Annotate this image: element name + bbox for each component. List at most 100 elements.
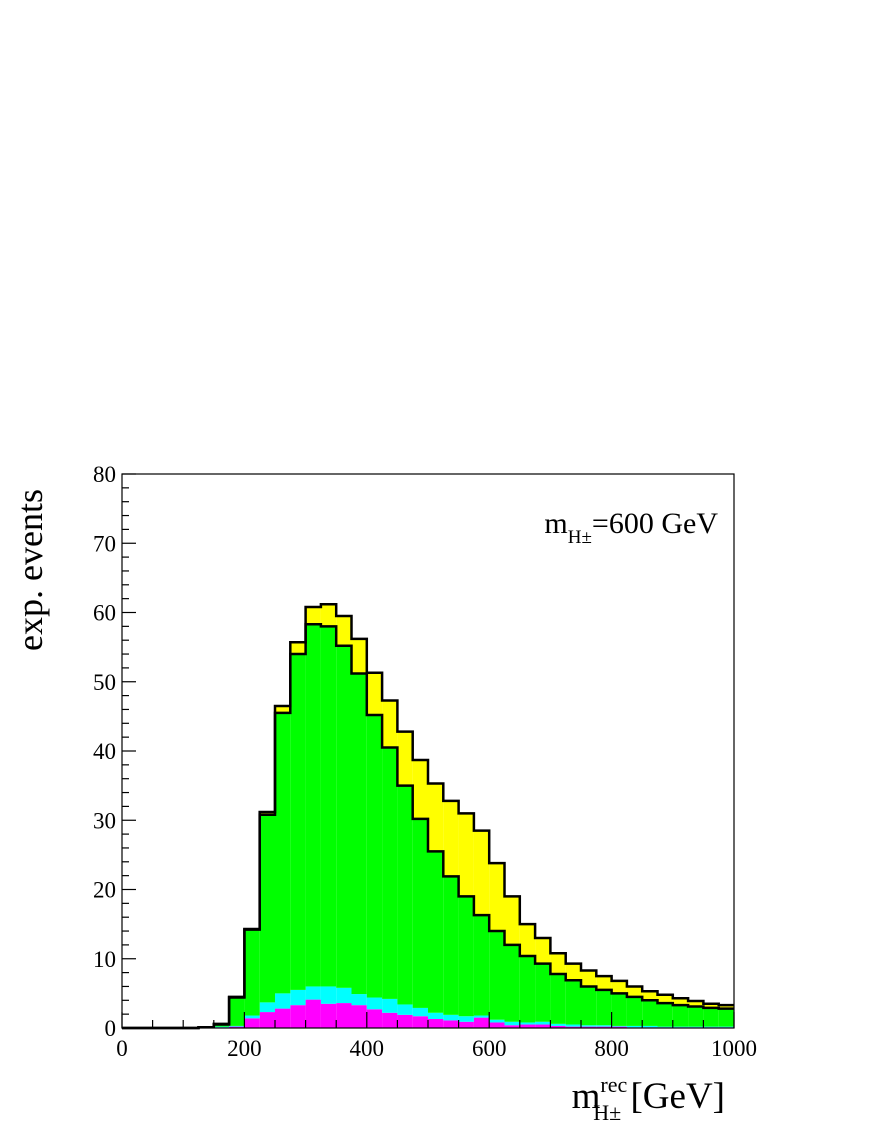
y-tick-label: 0 [105,1016,117,1041]
bar [351,673,367,995]
bar [290,1005,306,1028]
bar [489,863,505,932]
stack-outline [122,602,734,1030]
bar [703,1026,719,1028]
bar [581,970,597,987]
bar [626,986,643,997]
bar [229,1025,245,1027]
y-tick-label: 40 [93,739,116,764]
bar [519,1024,536,1028]
bar [320,626,337,987]
y-tick-label: 60 [93,601,116,626]
bar [320,604,337,627]
x-tick-label: 0 [116,1036,128,1061]
bar [336,645,352,988]
bar [657,1026,673,1028]
bar [642,1000,658,1026]
x-label-sup: rec [600,1072,627,1097]
bar [565,1024,581,1027]
bar [428,851,444,1013]
annotation: mH±=600 GeV [544,507,718,548]
bar [672,1005,689,1027]
bar [688,1000,704,1007]
bar [504,944,520,1022]
bar [443,1014,459,1021]
bar [611,1026,627,1028]
bar [473,915,490,1016]
bar [565,963,581,981]
bar [290,989,306,1006]
annotation-rest: =600 GeV [592,507,718,540]
bar [382,998,398,1013]
bar [443,800,459,877]
bar [458,1021,474,1028]
bar [382,700,398,748]
bar [428,783,444,852]
bar [412,1007,428,1017]
bar [458,896,474,1017]
bar [275,993,291,1009]
bar [626,996,643,1026]
bar [688,1026,704,1028]
bar [688,1006,704,1027]
bar [443,876,459,1015]
bar [428,1012,444,1019]
x-tick-label: 400 [350,1036,385,1061]
bar [489,1019,505,1023]
x-axis-label: mrec H± [GeV] [572,1072,725,1125]
bar [428,1018,444,1028]
bar [366,1009,383,1028]
y-axis-label: exp. events [10,489,50,651]
bar [642,991,658,1001]
bar [412,1016,428,1028]
bar [672,998,689,1006]
bar [657,1003,673,1027]
bar [473,1017,490,1028]
bar [305,606,321,625]
bar [259,1012,275,1028]
x-label-base: m [572,1076,601,1117]
x-tick-label: 800 [594,1036,629,1061]
bar [596,976,612,990]
bar [519,924,536,956]
bar [703,1003,719,1008]
bar [213,1026,230,1028]
bar [596,989,612,1026]
bar [581,1025,597,1027]
bar [458,1016,474,1022]
annotation-base: m [544,507,567,540]
bar [489,931,505,1020]
bar [397,1004,413,1015]
bar [489,1022,505,1028]
bar [611,1025,627,1027]
bar [519,955,536,1023]
bar [275,1008,291,1028]
bar [581,1026,597,1028]
bar [412,818,428,1008]
bar [443,1020,459,1028]
bar [397,731,413,786]
x-label-sub: H± [593,1100,621,1125]
bar [397,785,413,1005]
bar [550,1025,566,1028]
bar [275,712,291,994]
bar [366,714,383,998]
bar [244,1015,260,1019]
bar [550,973,566,1024]
bar [550,953,566,974]
bar [351,638,367,674]
bar [351,1005,367,1028]
bar [473,1015,490,1018]
bar [382,747,398,999]
y-tick-label: 30 [93,808,116,833]
bar [581,986,597,1026]
bar [259,1002,275,1013]
bar [366,672,383,715]
x-tick-label: 600 [472,1036,507,1061]
y-tick-label: 80 [93,462,116,487]
bar [504,896,520,945]
bar [320,1003,337,1028]
bar [611,993,627,1026]
bar [336,987,352,1004]
